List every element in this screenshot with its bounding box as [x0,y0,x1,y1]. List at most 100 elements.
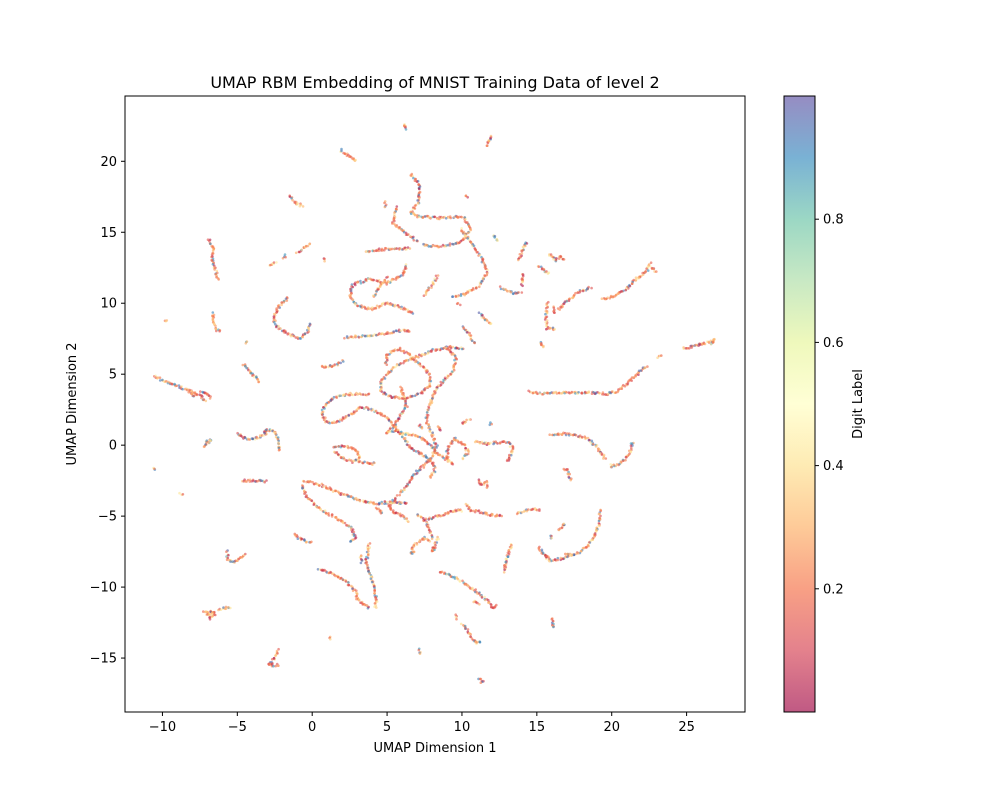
data-point [559,556,562,560]
data-point [225,558,229,562]
data-point [367,550,370,553]
data-point [405,350,408,354]
data-point [433,244,437,248]
data-point [354,334,358,338]
data-point [284,255,287,259]
data-point [499,287,503,291]
data-point [553,433,556,437]
data-point [551,326,555,330]
data-point [384,247,388,250]
data-point [383,377,387,380]
data-point [711,340,714,343]
data-point [646,365,649,368]
data-point [206,392,209,396]
data-point [411,237,415,240]
data-point [395,364,399,367]
data-point [354,158,357,162]
data-point [300,537,304,541]
data-point [546,327,549,331]
data-point [367,392,371,396]
data-point [481,277,485,281]
data-point [395,247,399,250]
data-point [366,556,370,560]
data-point [504,560,508,564]
data-point [212,611,215,614]
data-point [479,681,483,684]
data-point [396,348,399,352]
data-point [386,332,390,335]
data-point [429,398,432,402]
data-point [489,134,493,138]
data-point [406,440,409,444]
data-point [412,550,416,554]
data-point [377,247,381,250]
data-point [424,369,428,373]
data-point [171,382,174,386]
data-point [456,301,460,305]
data-point [543,391,546,395]
data-point [336,575,340,579]
data-point [215,276,218,279]
data-point [427,517,431,521]
data-point [562,302,565,306]
data-point [426,352,429,355]
data-point [324,365,328,369]
y-tick-label: −5 [98,510,117,525]
data-point [347,336,350,340]
data-point [557,257,561,260]
data-point [364,557,367,561]
data-point [660,354,663,357]
data-point [374,409,378,413]
data-point [474,248,478,252]
data-point [208,438,212,442]
data-point [358,460,362,463]
data-point [345,459,349,463]
data-point [439,380,443,384]
data-point [609,465,613,469]
data-point [485,481,489,484]
data-point [367,277,370,281]
colorbar: 0.2 0.4 0.6 0.8 Digit Label [783,95,866,713]
data-point [411,208,415,211]
data-point [394,425,398,429]
data-point [432,439,436,442]
data-point [448,445,451,448]
data-point [367,407,370,411]
data-point [592,443,595,446]
data-point [448,242,452,245]
data-point [411,394,414,398]
data-point [296,537,300,540]
data-point [303,332,307,336]
data-point [340,149,343,153]
data-point [464,447,467,450]
data-point [428,459,432,463]
data-point [361,393,365,396]
data-point [527,508,530,511]
data-point [328,421,332,425]
data-point [343,336,346,340]
data-point [334,489,337,493]
data-point [333,363,337,366]
data-point [404,433,407,436]
data-point [393,211,396,214]
data-point [500,514,504,518]
data-point [211,249,215,253]
data-point [384,373,388,377]
data-point [480,596,484,599]
data-point [574,433,578,437]
data-point [361,334,364,337]
data-point [211,255,214,258]
data-point [285,299,289,302]
data-point [396,512,400,515]
data-point [446,243,450,247]
data-point [552,258,555,261]
colorbar-tick-label: 0.4 [823,459,844,474]
data-point [405,501,408,505]
data-point [380,383,383,387]
data-point [391,366,395,369]
data-point [457,441,460,444]
data-point [411,547,414,551]
data-point [347,393,350,397]
data-point [357,599,361,602]
data-point [549,326,552,330]
